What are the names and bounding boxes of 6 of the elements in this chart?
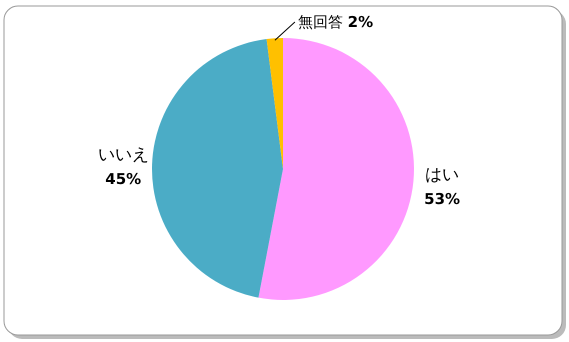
slice-label: はい — [425, 165, 460, 186]
slice-label: 無回答 — [298, 13, 348, 31]
slice-label: いいえ — [98, 144, 149, 165]
data-label: 2% — [348, 13, 374, 31]
data-label: 53% — [424, 190, 460, 208]
data-label: 45% — [105, 170, 142, 188]
